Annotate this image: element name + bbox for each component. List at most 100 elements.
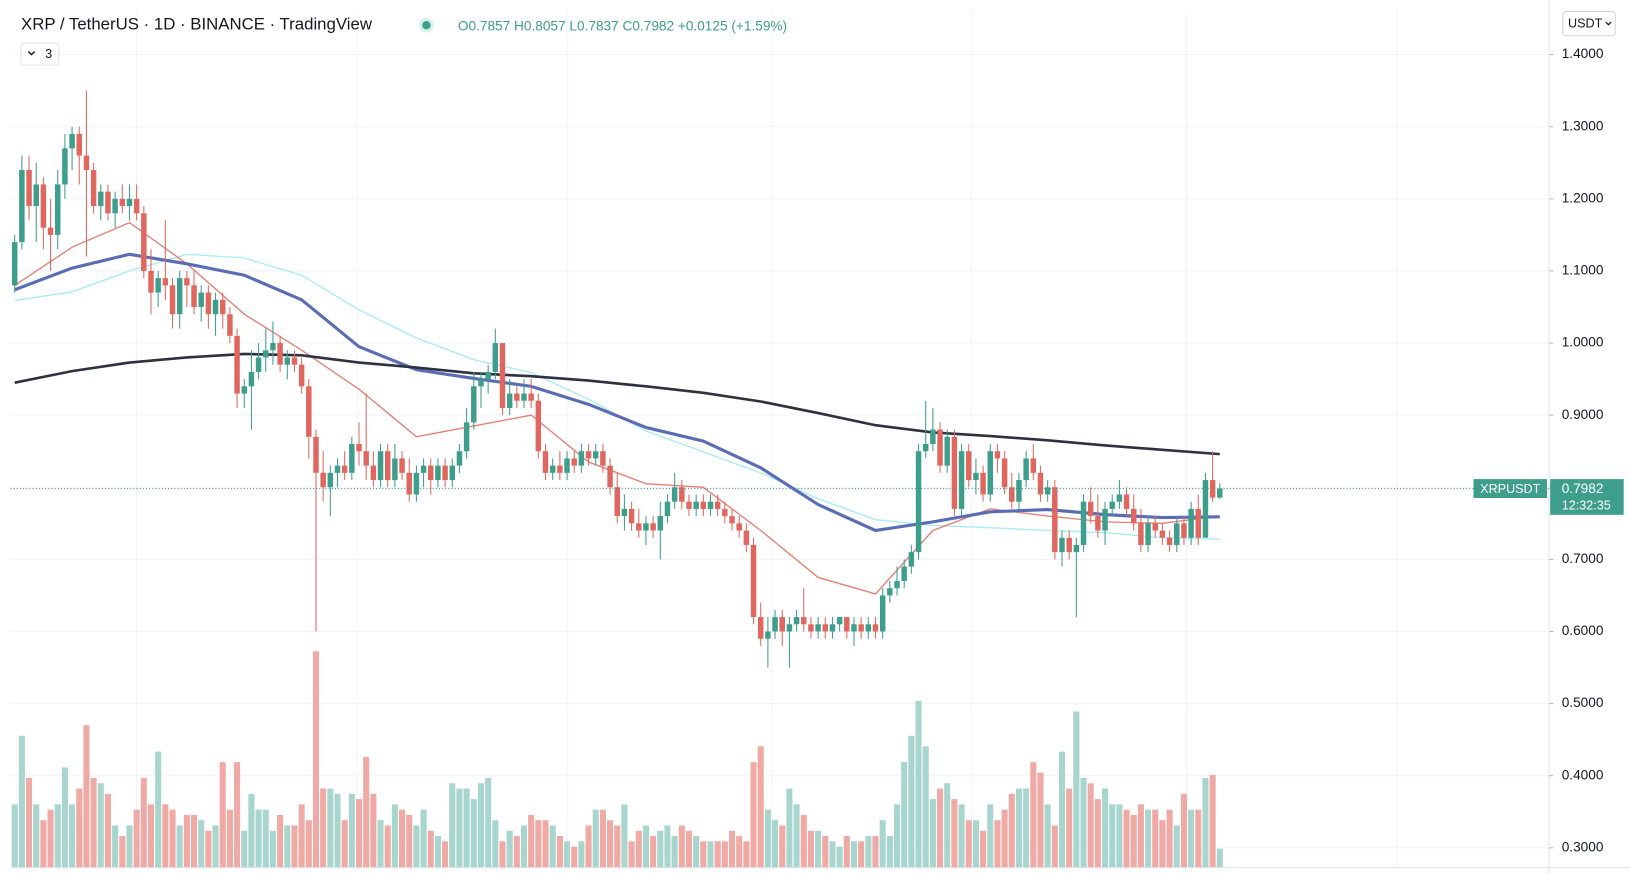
currency-box[interactable] [1562, 11, 1616, 37]
candle-body [908, 552, 915, 567]
candle-body [1152, 523, 1158, 531]
candle-body [19, 170, 25, 243]
volume-bar [901, 762, 908, 868]
candle-body [191, 285, 197, 308]
candle-body [363, 451, 369, 466]
candle-body [772, 617, 778, 632]
candles [11, 90, 1223, 668]
candle-body [714, 501, 721, 509]
candle-body [1016, 480, 1022, 502]
candle-body [277, 343, 283, 365]
volume-bar [657, 830, 664, 868]
moving-average-line [14, 221, 1220, 595]
chevron [27, 50, 36, 56]
volume-bar [614, 825, 621, 868]
toggle-box[interactable] [20, 42, 60, 66]
candle-body [973, 472, 979, 481]
volume-bar [377, 820, 384, 868]
volume-bar [334, 793, 341, 868]
volume-bar [269, 830, 276, 868]
candle-body [593, 451, 599, 459]
volume-bar [1209, 774, 1216, 868]
candle-body [937, 429, 943, 466]
volume-bar [1037, 772, 1044, 868]
candle-body [1159, 530, 1166, 538]
volume-bar [456, 788, 463, 868]
volume-bar [958, 804, 965, 868]
ohlc-legend: O0.7857 H0.8057 L0.7837 C0.7982 +0.0125 … [458, 18, 787, 33]
y-tick-label: 0.3000 [1562, 839, 1604, 854]
volume-bar [850, 841, 858, 868]
volume-bar [1109, 804, 1116, 868]
volume-bar [929, 799, 936, 868]
volume-bar [1152, 809, 1159, 868]
candle-body [1123, 494, 1130, 509]
candle-body [1102, 508, 1108, 531]
candle-body [327, 472, 334, 488]
symbol-tag: XRPUSDT [1480, 482, 1540, 496]
volume-bar [205, 830, 212, 868]
candle-body [829, 624, 836, 632]
candle-body [922, 444, 929, 452]
candle-body [915, 451, 922, 553]
moving-average-line [14, 252, 1220, 533]
volume-bar [1166, 809, 1173, 868]
volume-bar [563, 841, 571, 868]
volume-bar [355, 799, 363, 868]
candle-body [844, 617, 850, 632]
close: C0.7982 [623, 18, 675, 33]
price-axis: 1.40001.30001.20001.10001.00000.90000.80… [1549, 46, 1604, 854]
volume-bar [363, 756, 370, 868]
volume-bar [872, 836, 879, 868]
volume-bar [1080, 777, 1087, 868]
candle-body [184, 278, 190, 286]
candle-body [643, 523, 649, 531]
candle-body [227, 314, 233, 336]
currency-button[interactable]: USDT [1562, 11, 1616, 37]
candle-body [341, 465, 348, 473]
volume-bar [126, 825, 133, 868]
volume-bar [793, 804, 800, 868]
candle-body [349, 444, 355, 473]
volume-bar [277, 814, 284, 868]
candle-body [951, 436, 958, 509]
volume-bar [571, 846, 578, 868]
volume-bar [513, 836, 520, 868]
indicator-toggle[interactable]: 3 [20, 42, 60, 66]
candle-body [291, 357, 298, 365]
volume-bar [384, 825, 391, 868]
price-tag-box [1550, 479, 1624, 515]
candle-body [514, 393, 520, 401]
volume-bar [54, 804, 61, 868]
candle-body [119, 198, 126, 207]
volume-bar [922, 746, 929, 868]
volume-bar [427, 830, 434, 868]
candle-body [1037, 472, 1044, 495]
volume-bar [492, 820, 499, 868]
y-tick-label: 1.2000 [1562, 190, 1604, 205]
y-tick-label: 1.0000 [1562, 335, 1604, 350]
moving-average-line [14, 352, 1220, 456]
volume-bar [1145, 809, 1152, 868]
volume-bar [1130, 814, 1137, 868]
volume-bar [786, 788, 793, 868]
candle-body [384, 451, 391, 481]
volume-bar [807, 830, 814, 868]
volume-bar [700, 841, 707, 868]
y-tick-label: 1.1000 [1562, 263, 1604, 278]
candle-body [485, 371, 491, 380]
candle-body [564, 458, 570, 473]
candle-body [872, 624, 879, 632]
candle-body [887, 588, 893, 596]
volume-bar [592, 809, 599, 868]
candle-body [270, 343, 276, 351]
candle-body [1095, 516, 1101, 531]
candle-body [549, 465, 556, 473]
y-tick-label: 1.4000 [1562, 46, 1604, 61]
candle-body [535, 400, 542, 452]
candle-body [822, 624, 829, 632]
candle-body [1116, 494, 1123, 502]
candle-body [212, 299, 219, 315]
candle-body [98, 191, 104, 207]
volume-bar [341, 820, 348, 868]
